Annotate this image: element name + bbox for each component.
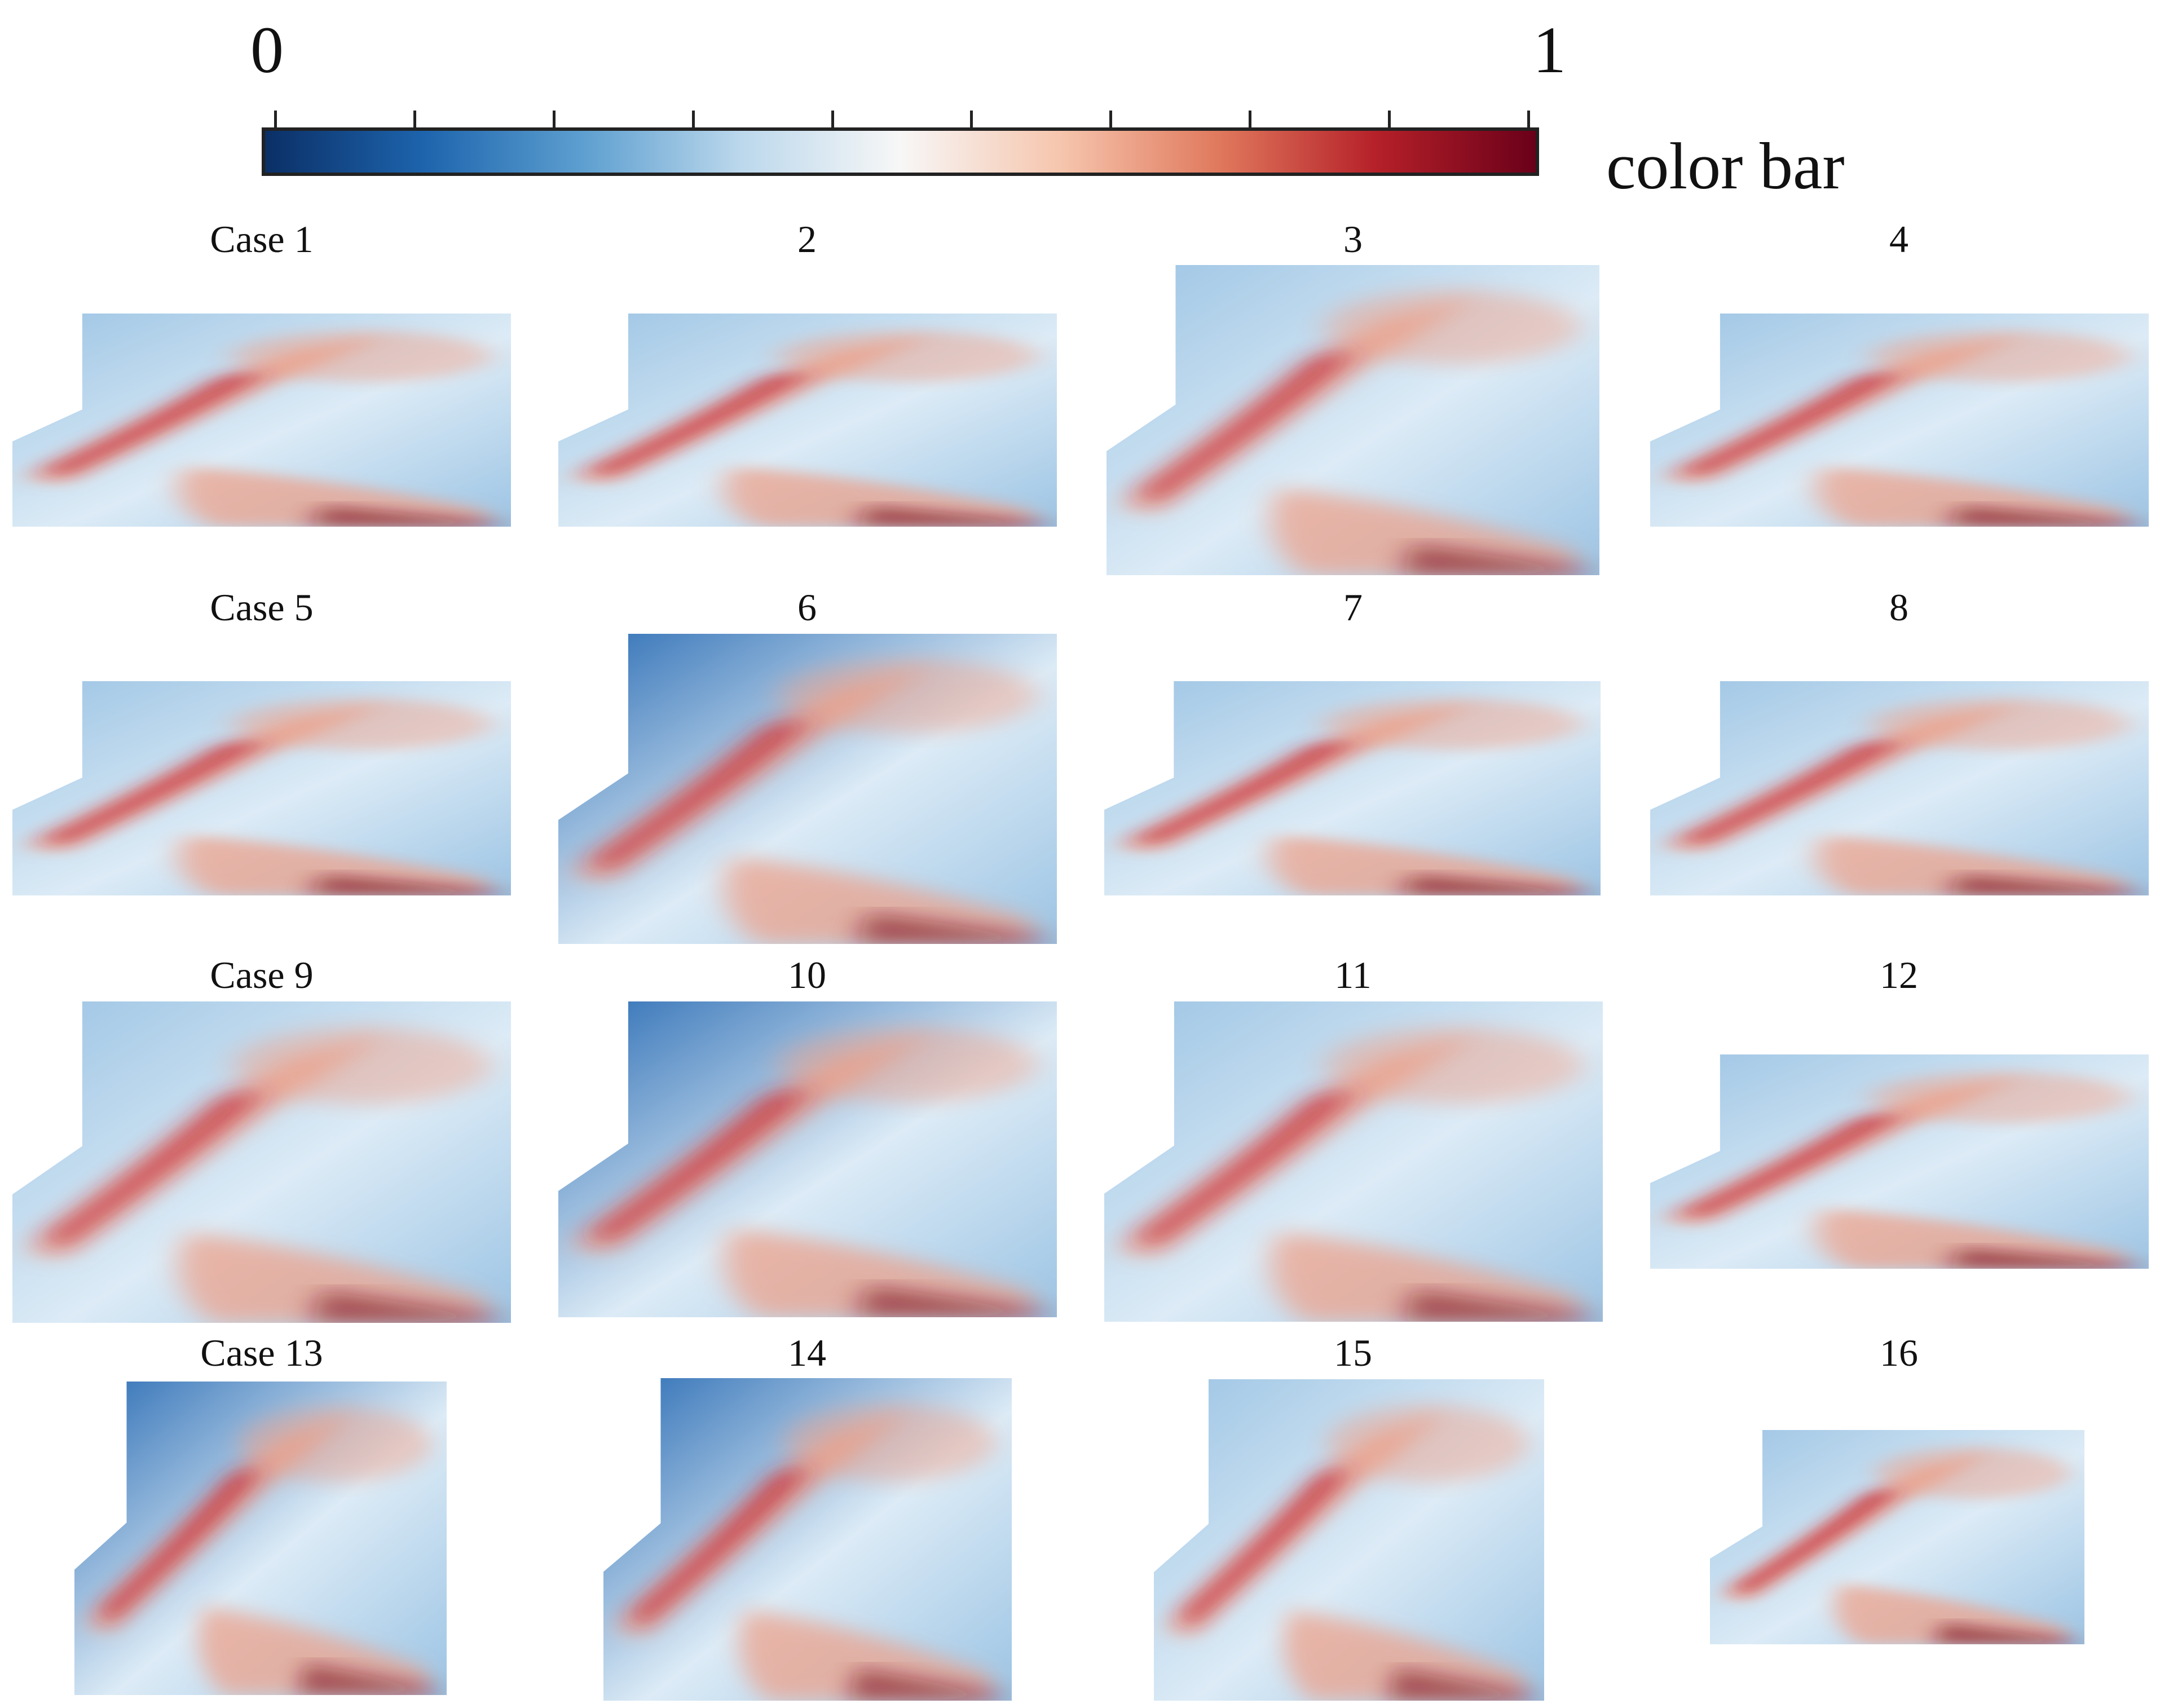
field-panel-6 <box>558 634 1057 944</box>
field-panel-14 <box>603 1378 1012 1701</box>
colorbar-tick <box>1109 111 1113 129</box>
colorbar-gradient <box>262 127 1539 176</box>
case-label-7: 7 <box>1343 586 1363 629</box>
colorbar-title: color bar <box>1606 129 1845 203</box>
field-panel-13 <box>74 1382 447 1695</box>
colorbar-tick <box>970 111 973 129</box>
field-panel-16 <box>1710 1430 2084 1644</box>
colorbar-tick <box>831 111 834 129</box>
field-panel-7 <box>1104 681 1601 895</box>
colorbar-tick <box>1388 111 1391 129</box>
case-label-12: 12 <box>1880 954 1918 996</box>
colorbar-tick <box>1249 111 1252 129</box>
field-panel-5 <box>12 681 511 895</box>
case-label-3: 3 <box>1343 218 1363 261</box>
colorbar-tick <box>413 111 416 129</box>
colorbar-min-label: 0 <box>250 13 284 87</box>
case-label-6: 6 <box>797 586 817 629</box>
field-panel-9 <box>12 1001 511 1323</box>
case-label-1: Case 1 <box>210 218 314 261</box>
colorbar-tick <box>691 111 695 129</box>
colorbar-tick <box>274 111 277 129</box>
case-label-15: 15 <box>1334 1331 1372 1374</box>
case-label-10: 10 <box>788 954 826 996</box>
field-panel-3 <box>1107 265 1599 575</box>
case-label-4: 4 <box>1889 218 1908 261</box>
case-label-5: Case 5 <box>210 586 314 629</box>
case-label-2: 2 <box>797 218 817 261</box>
case-label-16: 16 <box>1880 1331 1918 1374</box>
field-panel-4 <box>1650 314 2149 527</box>
case-label-11: 11 <box>1334 954 1372 996</box>
field-panel-12 <box>1650 1054 2149 1269</box>
colorbar-tick <box>1527 111 1530 129</box>
field-panel-2 <box>558 314 1057 527</box>
colorbar-max-label: 1 <box>1533 13 1566 87</box>
colorbar-tick <box>552 111 556 129</box>
field-panel-10 <box>558 1001 1057 1317</box>
field-panel-8 <box>1650 681 2149 895</box>
field-panel-11 <box>1104 1001 1603 1322</box>
case-label-13: Case 13 <box>200 1331 323 1374</box>
case-label-8: 8 <box>1889 586 1908 629</box>
field-panel-1 <box>12 314 511 527</box>
case-label-14: 14 <box>788 1331 826 1374</box>
case-label-9: Case 9 <box>210 954 314 996</box>
field-panel-15 <box>1154 1379 1544 1701</box>
